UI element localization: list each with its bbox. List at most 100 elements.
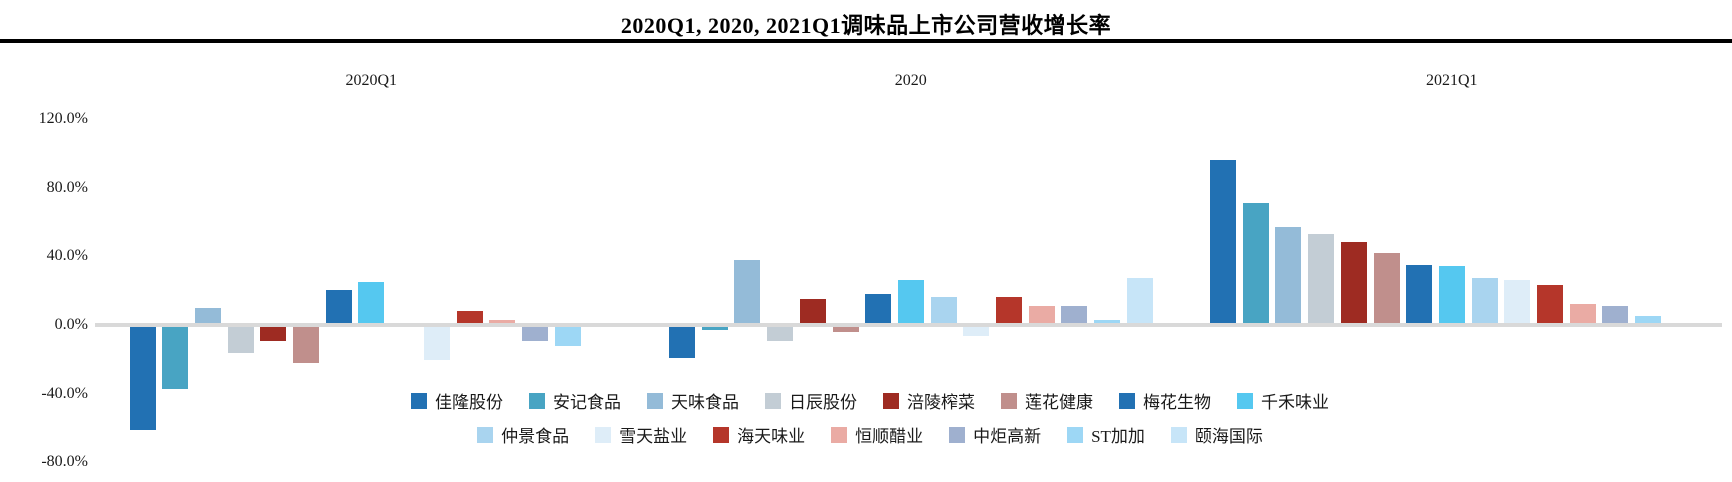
legend-item: 日辰股份	[765, 388, 857, 413]
chart-title: 2020Q1, 2020, 2021Q1调味品上市公司营收增长率	[620, 13, 1112, 38]
legend-label: 仲景食品	[501, 427, 570, 446]
bar-s2-g0	[194, 307, 221, 323]
legend-label: 梅花生物	[1143, 393, 1211, 412]
bar-s1-g0	[162, 327, 189, 389]
legend-label: 海天味业	[737, 427, 806, 446]
bar-s13-g1	[1094, 319, 1121, 323]
legend-swatch-icon	[883, 392, 899, 409]
bar-s13-g2	[1635, 316, 1662, 323]
legend-label: 中炬高新	[973, 427, 1042, 446]
bar-s6-g2	[1406, 264, 1433, 323]
legend-label: 雪天盐业	[619, 427, 688, 446]
bar-s13-g0	[554, 327, 581, 346]
bar-s7-g1	[897, 280, 924, 323]
bar-s12-g0	[521, 327, 548, 341]
bar-s9-g0	[423, 327, 450, 360]
bar-s5-g2	[1373, 252, 1400, 323]
legend-label: 日辰股份	[789, 393, 857, 412]
bar-s10-g0	[456, 310, 483, 323]
bar-s14-g1	[1126, 278, 1153, 323]
legend-swatch-icon	[949, 426, 966, 443]
legend-label: 千禾味业	[1261, 393, 1329, 412]
legend-item: 中炬高新	[949, 422, 1041, 447]
bar-s11-g1	[1028, 305, 1055, 323]
legend-item: 千禾味业	[1237, 388, 1329, 413]
y-tick-label: -40.0%	[41, 384, 88, 402]
bar-s12-g1	[1061, 305, 1088, 323]
legend-label: 颐海国际	[1194, 427, 1263, 446]
legend-item: 仲景食品	[477, 422, 569, 447]
bar-s8-g2	[1471, 278, 1498, 323]
legend-label: 天味食品	[671, 393, 739, 412]
legend-item: 雪天盐业	[595, 422, 687, 447]
legend-item: 恒顺醋业	[831, 422, 923, 447]
legend-row-2: 仲景食品 雪天盐业 海天味业 恒顺醋业 中炬高新 ST加加 颐海国际	[477, 422, 1263, 447]
legend-swatch-icon	[1119, 392, 1135, 409]
title-underline	[0, 39, 1732, 43]
legend-swatch-icon	[1170, 426, 1187, 443]
legend-item: 涪陵榨菜	[883, 388, 975, 413]
legend-label: 莲花健康	[1025, 393, 1093, 412]
legend-item: 颐海国际	[1170, 422, 1263, 447]
y-tick-label: 80.0%	[46, 178, 88, 196]
legend-label: 安记食品	[553, 393, 621, 412]
legend-swatch-icon	[831, 426, 848, 443]
bar-s10-g2	[1537, 285, 1563, 323]
bar-s11-g0	[489, 319, 516, 323]
group-label: 2021Q1	[1425, 72, 1478, 89]
legend-swatch-icon	[595, 426, 612, 443]
legend-item: ST加加	[1067, 422, 1145, 447]
bar-s1-g2	[1242, 202, 1269, 323]
legend-swatch-icon	[1237, 392, 1253, 409]
bar-s4-g0	[260, 327, 287, 341]
legend-label: 佳隆股份	[435, 393, 503, 412]
legend-item: 莲花健康	[1001, 388, 1093, 413]
bar-s9-g1	[963, 327, 990, 336]
y-tick-label: 120.0%	[38, 110, 88, 128]
legend-item: 安记食品	[529, 388, 621, 413]
legend-swatch-icon	[765, 392, 781, 409]
bar-s2-g1	[734, 259, 761, 323]
bar-s0-g2	[1210, 160, 1236, 323]
legend-item: 海天味业	[713, 422, 805, 447]
bar-s12-g2	[1602, 305, 1629, 323]
group-label: 2020Q1	[345, 72, 398, 89]
bar-s4-g2	[1340, 242, 1367, 323]
bar-s0-g0	[129, 327, 156, 430]
legend-swatch-icon	[411, 392, 427, 409]
bar-s3-g2	[1308, 233, 1335, 323]
bar-s5-g1	[832, 327, 859, 333]
bar-s4-g1	[799, 298, 826, 323]
group-label: 2020	[894, 72, 927, 89]
bar-s7-g0	[358, 281, 385, 323]
bar-s9-g2	[1504, 280, 1531, 323]
bar-s5-g0	[293, 327, 319, 363]
bar-s6-g0	[325, 290, 352, 323]
zero-baseline	[95, 323, 1722, 327]
legend-swatch-icon	[713, 426, 730, 443]
legend-item: 佳隆股份	[411, 388, 503, 413]
bar-s0-g1	[669, 327, 695, 358]
legend-item: 梅花生物	[1119, 388, 1211, 413]
legend-item: 天味食品	[647, 388, 739, 413]
y-tick-label: 0.0%	[54, 316, 88, 333]
bar-s1-g1	[701, 327, 728, 331]
bar-s6-g1	[865, 293, 892, 323]
legend-swatch-icon	[1067, 426, 1084, 443]
bar-s10-g1	[996, 297, 1022, 323]
legend-label: ST加加	[1091, 427, 1145, 446]
bar-s7-g2	[1438, 266, 1465, 323]
bar-s3-g0	[227, 327, 254, 353]
legend-swatch-icon	[1001, 392, 1017, 409]
y-tick-label: 40.0%	[46, 247, 88, 265]
y-tick-label: -80.0%	[41, 453, 88, 471]
legend-swatch-icon	[529, 392, 545, 409]
bar-s8-g1	[930, 297, 957, 323]
legend: 佳隆股份 安记食品 天味食品 日辰股份 涪陵榨菜 莲花健康 梅花生物 千禾味业仲景食品 雪天盐业…	[90, 388, 1650, 447]
legend-row-1: 佳隆股份 安记食品 天味食品 日辰股份 涪陵榨菜 莲花健康 梅花生物 千禾味业	[411, 388, 1329, 413]
legend-label: 涪陵榨菜	[907, 393, 975, 412]
legend-label: 恒顺醋业	[855, 427, 924, 446]
bar-s2-g2	[1275, 226, 1302, 323]
